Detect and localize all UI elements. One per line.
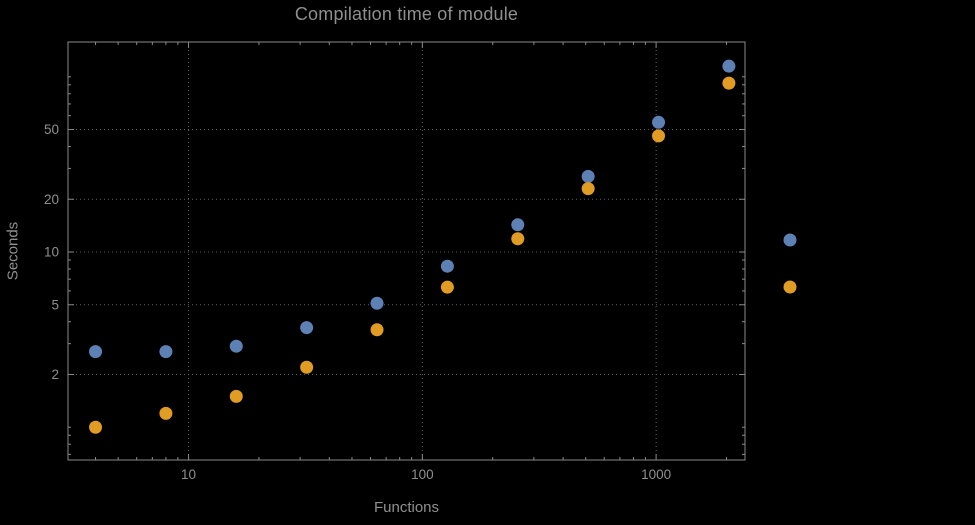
y-tick-label: 10 — [44, 245, 59, 260]
data-point-series-1 — [440, 259, 454, 273]
legend-marker-series-1 — [783, 233, 797, 247]
data-point-series-1 — [370, 296, 384, 310]
chart-title: Compilation time of module — [294, 4, 519, 24]
x-tick-label: 100 — [411, 467, 434, 482]
data-point-series-2 — [370, 323, 384, 337]
data-point-series-2 — [652, 129, 666, 143]
y-tick-label: 50 — [44, 122, 59, 137]
data-point-series-2 — [581, 182, 595, 196]
data-point-series-2 — [89, 420, 103, 434]
x-tick-label: 10 — [181, 467, 196, 482]
y-tick-label: 5 — [51, 297, 59, 312]
data-point-series-2 — [300, 360, 314, 374]
data-point-series-1 — [89, 345, 103, 359]
data-point-series-1 — [159, 345, 173, 359]
y-tick-label: 2 — [51, 367, 59, 382]
data-point-series-2 — [511, 232, 525, 246]
x-axis-label: Functions — [373, 499, 440, 516]
data-point-series-2 — [722, 76, 736, 90]
data-point-series-1 — [652, 115, 666, 129]
legend-marker-series-2 — [783, 280, 797, 294]
data-point-series-1 — [581, 169, 595, 183]
data-point-series-1 — [300, 321, 314, 335]
data-point-series-1 — [722, 59, 736, 73]
data-point-series-1 — [229, 339, 243, 353]
data-point-series-2 — [159, 406, 173, 420]
plot-frame — [67, 41, 746, 461]
data-point-series-2 — [440, 280, 454, 294]
x-tick-label: 1000 — [641, 467, 671, 482]
y-tick-label: 20 — [44, 192, 59, 207]
data-point-series-1 — [511, 218, 525, 232]
data-point-series-2 — [229, 389, 243, 403]
